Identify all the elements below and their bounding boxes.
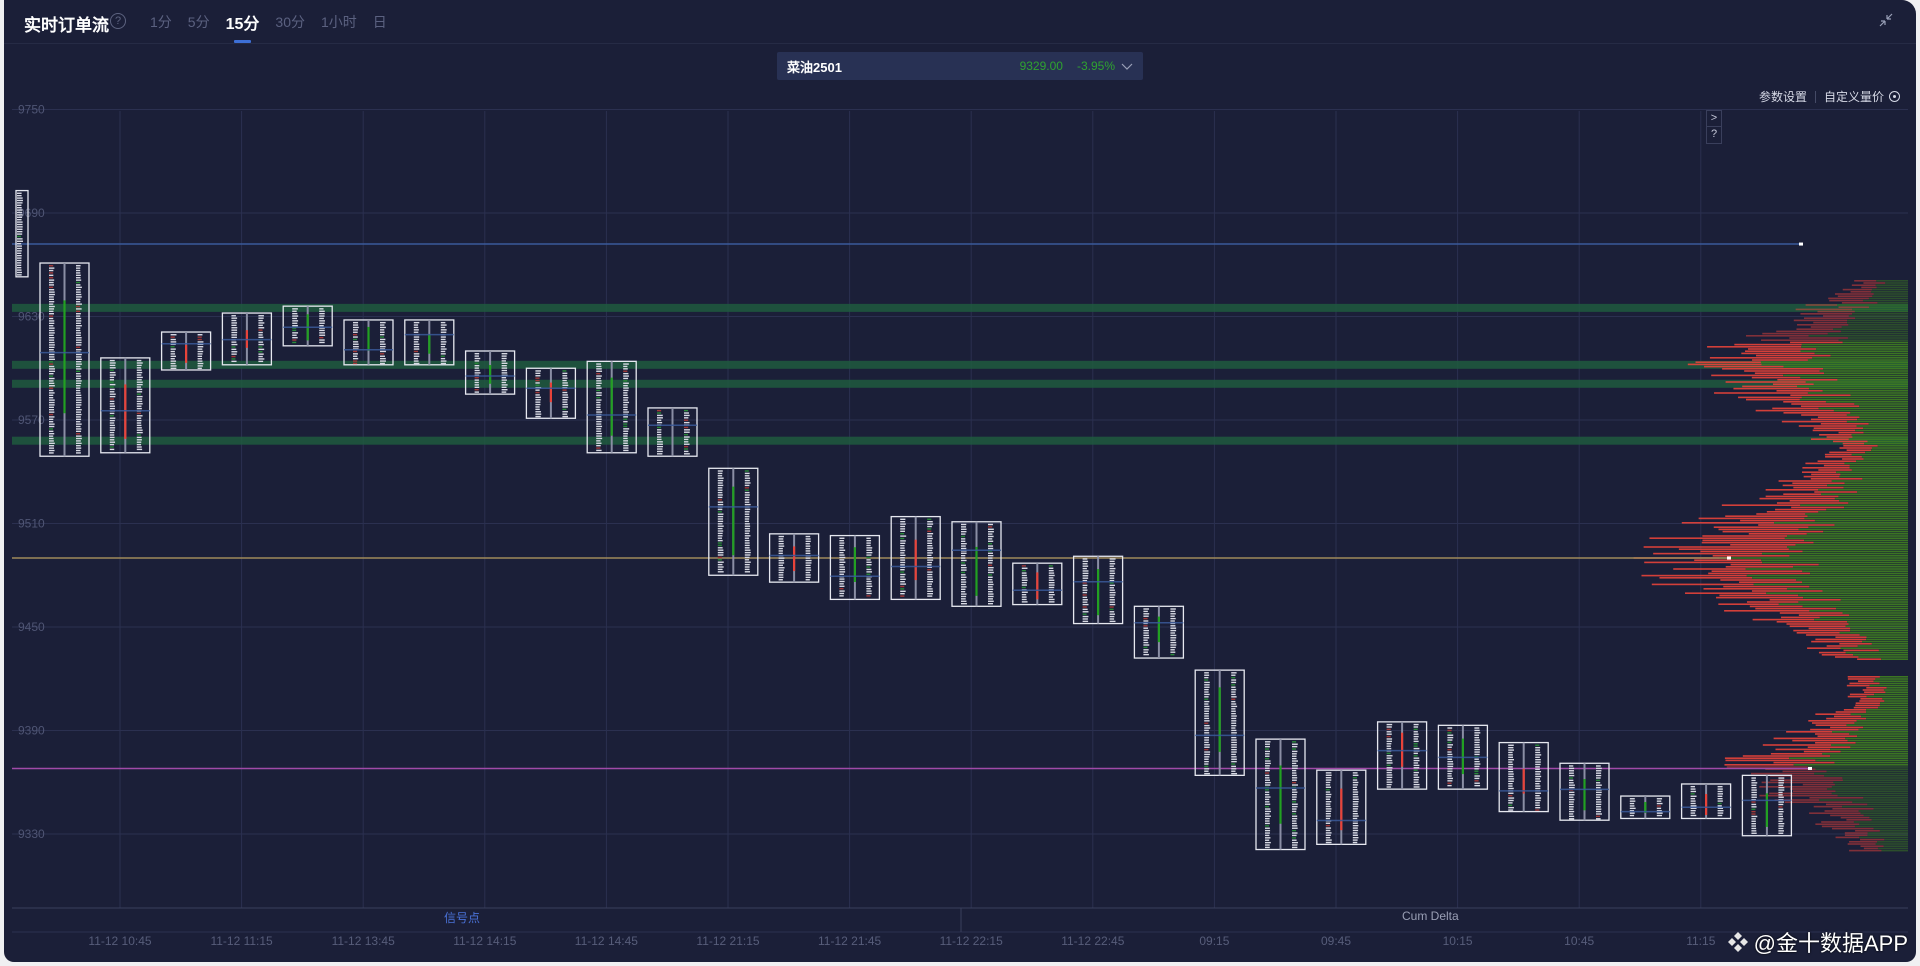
watermark: @金十数据APP <box>1726 926 1908 958</box>
x-axis-label: 11-12 14:15 <box>453 934 517 948</box>
footprint-candle[interactable] <box>1012 562 1063 606</box>
level-marker <box>1799 242 1803 246</box>
x-axis-label: 11-12 13:45 <box>331 934 395 948</box>
footprint-candle[interactable] <box>586 360 637 454</box>
y-axis-label: 9630 <box>18 310 45 324</box>
footprint-candle[interactable] <box>464 350 516 395</box>
y-axis-label: 9450 <box>18 620 45 634</box>
footprint-candle[interactable] <box>1194 669 1245 776</box>
y-axis-label: 9750 <box>18 103 45 117</box>
header-bar: 实时订单流 ? 1分 5分 15分 30分 1小时 日 <box>4 0 1916 44</box>
footprint-candle[interactable] <box>1255 738 1306 851</box>
x-axis-label: 11-12 11:15 <box>210 934 273 948</box>
x-axis-label: 11-12 14:45 <box>574 934 638 948</box>
footprint-candle[interactable] <box>160 331 212 371</box>
x-axis-label: 11-12 10:45 <box>88 934 152 948</box>
timeframe-tabs: 1分 5分 15分 30分 1小时 日 <box>150 10 403 43</box>
level-marker <box>1808 766 1812 770</box>
high-volume-band <box>12 379 1908 388</box>
footprint-candle[interactable] <box>768 533 820 583</box>
high-volume-band <box>12 303 1908 312</box>
x-axis-labels: 11-12 10:45 11-12 11:15 11-12 13:45 11-12 1… <box>4 934 1916 950</box>
y-axis-label: 9390 <box>18 724 45 738</box>
footprint-candle[interactable] <box>1376 721 1428 790</box>
tab-15min[interactable]: 15分 <box>226 10 259 43</box>
x-axis-label: 11-12 22:45 <box>1061 934 1125 948</box>
y-axis-label: 9570 <box>18 413 45 427</box>
footprint-candle[interactable] <box>39 262 90 457</box>
signal-panel-label[interactable]: 信号点 <box>444 911 481 925</box>
footprint-candle[interactable] <box>1620 795 1671 820</box>
footprint-candle[interactable] <box>100 357 151 454</box>
footprint-candle[interactable] <box>282 305 333 347</box>
x-axis-label: 10:15 <box>1442 934 1473 948</box>
symbol-change: -3.95% <box>1076 59 1115 73</box>
orderflow-panel: 实时订单流 ? 1分 5分 15分 30分 1小时 日 菜油2501 9329.… <box>4 0 1916 962</box>
footprint-candle[interactable] <box>525 367 577 419</box>
footprint-candle[interactable] <box>890 515 941 601</box>
chevron-down-icon <box>1121 63 1133 70</box>
high-volume-band <box>12 436 1908 445</box>
footprint-candle[interactable] <box>1133 605 1185 659</box>
footprint-candle[interactable] <box>1316 769 1367 845</box>
footprint-candle[interactable] <box>1437 724 1489 790</box>
tab-5min[interactable]: 5分 <box>187 14 210 30</box>
volume-profile <box>1633 280 1908 852</box>
footprint-candle[interactable] <box>15 189 29 278</box>
x-axis-label: 11-12 21:45 <box>818 934 882 948</box>
footprint-candle[interactable] <box>1559 762 1610 821</box>
footprint-candle[interactable] <box>951 521 1002 607</box>
chart-settings: 参数设置 自定义量价 <box>1759 88 1900 105</box>
tab-1min[interactable]: 1分 <box>150 14 172 30</box>
footprint-candle[interactable] <box>1498 741 1549 813</box>
symbol-selector[interactable]: 菜油2501 9329.00 -3.95% <box>777 52 1143 80</box>
footprint-candle[interactable] <box>1680 783 1732 820</box>
tab-day[interactable]: 日 <box>372 14 387 30</box>
footprint-candle[interactable] <box>343 319 394 366</box>
x-axis-label: 09:45 <box>1320 934 1352 948</box>
footprint-chart[interactable]: 9750 9690 9630 9570 9510 9450 9390 9330 <box>4 0 1916 962</box>
watermark-text: @金十数据APP <box>1753 931 1908 956</box>
tab-1hour[interactable]: 1小时 <box>320 14 357 30</box>
footprint-candle[interactable] <box>647 407 698 457</box>
x-axis-label: 11-12 21:15 <box>696 934 760 948</box>
chart-help-button[interactable]: ? <box>1710 128 1718 140</box>
expand-right-button[interactable]: > <box>1707 111 1721 127</box>
chart-side-buttons: > ? <box>1706 110 1722 144</box>
level-marker <box>1727 556 1731 560</box>
x-axis-label: 09:15 <box>1199 934 1230 948</box>
symbol-price: 9329.00 <box>1019 59 1063 73</box>
jin10-logo-icon <box>1727 932 1748 952</box>
params-settings-button[interactable]: 参数设置 <box>1758 90 1807 104</box>
footprint-candle[interactable] <box>221 312 273 366</box>
footprint-candle[interactable] <box>1741 774 1793 837</box>
cum-delta-panel-label[interactable]: Cum Delta <box>1402 909 1459 923</box>
tab-30min[interactable]: 30分 <box>275 14 305 30</box>
footprint-candle[interactable] <box>829 534 881 601</box>
footprint-candle[interactable] <box>708 467 759 576</box>
divider <box>1814 90 1816 103</box>
high-volume-band <box>12 360 1908 369</box>
settings-circle-icon[interactable] <box>1889 91 1900 102</box>
question-circle-icon[interactable]: ? <box>110 13 126 29</box>
y-axis-label: 9330 <box>18 827 45 841</box>
x-axis-label: 11:15 <box>1686 934 1716 948</box>
x-axis-label: 10:45 <box>1564 934 1595 948</box>
y-axis-label: 9690 <box>18 206 45 220</box>
symbol-name: 菜油2501 <box>787 59 842 75</box>
y-axis-label: 9510 <box>18 517 45 531</box>
footprint-candle[interactable] <box>1072 555 1124 625</box>
collapse-arrows-icon[interactable] <box>1878 12 1894 28</box>
custom-volume-price-button[interactable]: 自定义量价 <box>1823 90 1884 104</box>
footprint-candle[interactable] <box>404 319 455 366</box>
page-title: 实时订单流 <box>24 16 109 35</box>
x-axis-label: 11-12 22:15 <box>939 934 1003 948</box>
